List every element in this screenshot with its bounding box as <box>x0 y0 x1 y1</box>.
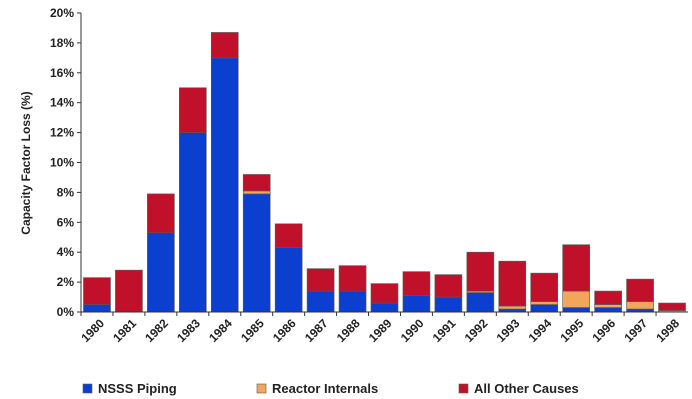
y-axis-label: Capacity Factor Loss (%) <box>19 91 33 234</box>
bar-segment-all-other-causes-1996 <box>594 290 622 305</box>
y-tick-label: 4% <box>57 245 75 259</box>
bar-segment-nsss-piping-1982 <box>147 232 175 313</box>
x-tick-label: 1985 <box>238 316 267 345</box>
bar-segment-all-other-causes-1992 <box>466 251 495 292</box>
bar-segment-nsss-piping-1987 <box>306 290 335 313</box>
x-tick-label: 1995 <box>558 316 587 345</box>
x-tick-label: 1984 <box>206 316 235 345</box>
y-tick-label: 8% <box>57 185 75 199</box>
y-axis-ticks: 0% 2% 4% 6% 8% 10% 12% 14% 16% 18% 20% <box>50 6 81 319</box>
legend-swatch <box>82 383 93 394</box>
bar-segment-all-other-causes-1997 <box>626 278 654 302</box>
bar-segment-all-other-causes-1986 <box>274 223 303 249</box>
bar-segment-all-other-causes-1983 <box>179 87 207 133</box>
bar-segment-nsss-piping-1980 <box>83 304 111 313</box>
x-tick-label: 1981 <box>110 316 139 345</box>
bar-segment-nsss-piping-1988 <box>338 290 367 313</box>
x-tick-label: 1980 <box>78 316 107 345</box>
bar-segment-nsss-piping-1990 <box>402 295 431 313</box>
legend-label: NSSS Piping <box>98 381 177 396</box>
axes <box>80 13 688 313</box>
bar-segment-nsss-piping-1994 <box>530 304 559 313</box>
y-tick-label: 20% <box>50 6 74 20</box>
bar-segment-nsss-piping-1995 <box>562 307 590 313</box>
bar-segment-all-other-causes-1995 <box>562 244 590 292</box>
bar-segment-nsss-piping-1989 <box>370 302 399 313</box>
bar-segment-all-other-causes-1993 <box>498 260 527 307</box>
legend-swatch <box>256 383 267 394</box>
bar-segment-reactor-internals-1995 <box>562 290 590 308</box>
bar-segment-nsss-piping-1983 <box>179 132 207 313</box>
x-tick-label: 1982 <box>142 316 171 345</box>
bar-segment-all-other-causes-1994 <box>530 272 559 302</box>
bar-segment-all-other-causes-1990 <box>402 271 431 296</box>
y-tick-label: 16% <box>50 66 74 80</box>
legend-label: All Other Causes <box>474 381 579 396</box>
bar-segment-all-other-causes-1998 <box>658 302 686 311</box>
y-tick-label: 12% <box>50 126 74 140</box>
legend: NSSS Piping Reactor Internals All Other Ca… <box>82 381 579 396</box>
bar-segment-nsss-piping-1992 <box>466 292 495 313</box>
y-tick-label: 6% <box>57 215 75 229</box>
x-tick-label: 1998 <box>653 316 682 345</box>
y-tick-label: 18% <box>50 36 74 50</box>
x-tick-label: 1986 <box>270 316 299 345</box>
bar-segment-all-other-causes-1989 <box>370 283 399 304</box>
bar-segment-all-other-causes-1981 <box>115 269 143 313</box>
bar-segment-all-other-causes-1991 <box>434 274 463 298</box>
x-tick-label: 1992 <box>462 316 491 345</box>
x-tick-label: 1996 <box>589 316 618 345</box>
x-tick-label: 1989 <box>366 316 395 345</box>
bar-segment-reactor-internals-1996 <box>594 304 622 308</box>
legend-swatch <box>458 383 469 394</box>
bar-segment-nsss-piping-1991 <box>434 296 463 313</box>
y-tick-label: 14% <box>50 96 74 110</box>
bar-segment-reactor-internals-1994 <box>530 301 559 305</box>
x-tick-label: 1990 <box>398 316 427 345</box>
x-tick-label: 1994 <box>526 316 555 345</box>
x-axis-ticks: 1980 1981 1982 1983 1984 1985 1986 1987 1988 1989… <box>78 312 682 345</box>
bar-segment-nsss-piping-1985 <box>242 193 271 313</box>
x-tick-label: 1991 <box>430 316 459 345</box>
bar-segment-nsss-piping-1996 <box>594 307 622 313</box>
x-tick-label: 1988 <box>334 316 363 345</box>
x-tick-label: 1993 <box>494 316 523 345</box>
y-tick-label: 0% <box>57 305 75 319</box>
bar-segment-all-other-causes-1987 <box>306 268 335 292</box>
bars <box>83 32 686 313</box>
bar-segment-nsss-piping-1984 <box>210 57 239 313</box>
y-tick-label: 2% <box>57 275 75 289</box>
x-tick-label: 1997 <box>621 316 650 345</box>
bar-segment-reactor-internals-1997 <box>626 301 654 310</box>
bar-segment-all-other-causes-1982 <box>147 193 175 234</box>
bar-segment-all-other-causes-1985 <box>242 174 271 192</box>
bar-segment-all-other-causes-1980 <box>83 277 111 305</box>
bar-segment-nsss-piping-1986 <box>274 247 303 313</box>
legend-label: Reactor Internals <box>272 381 378 396</box>
y-tick-label: 10% <box>50 156 74 170</box>
x-tick-label: 1983 <box>174 316 203 345</box>
bar-segment-reactor-internals-1993 <box>498 305 527 310</box>
x-tick-label: 1987 <box>302 316 331 345</box>
bar-segment-reactor-internals-1985 <box>242 190 271 195</box>
bar-segment-all-other-causes-1988 <box>338 265 367 292</box>
bar-segment-all-other-causes-1984 <box>210 32 239 59</box>
